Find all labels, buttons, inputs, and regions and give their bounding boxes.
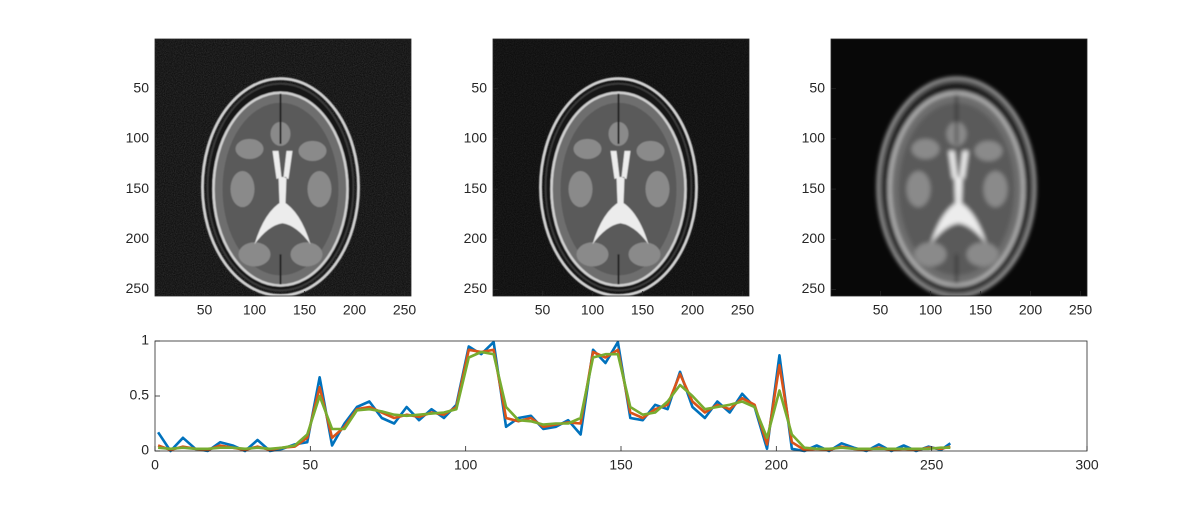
- y-tick-label: 200: [126, 230, 150, 246]
- y-tick-label: 200: [464, 230, 488, 246]
- x-tick-label: 150: [293, 302, 317, 318]
- x-tick-label: 250: [731, 302, 755, 318]
- mri-image: [493, 39, 749, 296]
- x-tick-label: 300: [1075, 457, 1099, 473]
- y-tick-label: 50: [471, 79, 487, 95]
- axes: 50 100 150 200 250 50 100 150 200 250: [802, 38, 1093, 318]
- mri-image: [831, 39, 1087, 296]
- y-tick-label: 150: [126, 180, 150, 196]
- axes: 50 100 150 200 250 50 100 150 200 250: [464, 38, 755, 318]
- y-tick-label: 100: [802, 130, 826, 146]
- mri-image: [155, 39, 411, 296]
- x-tick-label: 50: [535, 302, 551, 318]
- ventricle: [930, 150, 987, 245]
- ventricle: [592, 150, 649, 245]
- brain-part: [298, 140, 327, 161]
- brain-part: [645, 171, 670, 208]
- brain-part: [201, 77, 360, 296]
- brain-part: [230, 171, 255, 208]
- brain: [201, 77, 360, 296]
- x-tick-label: 200: [765, 457, 789, 473]
- axes: 0 50 100 150 200 250 300 0 0.5 1: [130, 332, 1099, 473]
- brain-part: [238, 242, 271, 267]
- brain-part: [539, 77, 698, 296]
- series-line: [157, 350, 951, 451]
- axes-box: [492, 38, 750, 297]
- y-tick-label: 150: [802, 180, 826, 196]
- ventricle: [254, 150, 311, 245]
- brain-part: [983, 171, 1008, 208]
- x-tick-label: 250: [920, 457, 944, 473]
- brain: [877, 77, 1036, 296]
- axes: 50 100 150 200 250 50 100 150 200 250: [126, 38, 417, 318]
- y-tick-label: 100: [464, 130, 488, 146]
- brain-part: [636, 140, 665, 161]
- x-tick-label: 0: [151, 457, 159, 473]
- x-tick-label: 50: [303, 457, 319, 473]
- brain-part: [576, 242, 609, 267]
- x-tick-label: 50: [873, 302, 889, 318]
- x-tick-label: 150: [969, 302, 993, 318]
- x-tick-label: 200: [1019, 302, 1043, 318]
- x-tick-label: 100: [919, 302, 943, 318]
- x-tick-label: 200: [343, 302, 367, 318]
- y-tick-label: 1: [141, 332, 149, 348]
- brain-part: [966, 242, 999, 267]
- brain-part: [307, 171, 332, 208]
- x-tick-label: 150: [631, 302, 655, 318]
- x-tick-label: 100: [454, 457, 478, 473]
- brain-part: [906, 171, 931, 208]
- brain-part: [628, 242, 661, 267]
- y-tick-label: 0.5: [130, 387, 150, 403]
- brain-part: [911, 138, 940, 159]
- y-tick-label: 0: [141, 442, 149, 458]
- x-tick-label: 200: [681, 302, 705, 318]
- axes-box: [830, 38, 1088, 297]
- x-tick-label: 50: [197, 302, 213, 318]
- y-tick-label: 50: [809, 79, 825, 95]
- brain-part: [235, 138, 264, 159]
- x-tick-label: 150: [609, 457, 633, 473]
- brain-part: [974, 140, 1003, 161]
- brain: [539, 77, 698, 296]
- y-tick-label: 100: [126, 130, 150, 146]
- brain-part: [290, 242, 323, 267]
- brain-part: [573, 138, 602, 159]
- brain-part: [877, 77, 1036, 296]
- y-tick-label: 200: [802, 230, 826, 246]
- x-tick-label: 250: [1069, 302, 1093, 318]
- x-tick-label: 100: [243, 302, 267, 318]
- x-tick-label: 100: [581, 302, 605, 318]
- y-tick-label: 250: [126, 280, 150, 296]
- y-tick-label: 250: [464, 280, 488, 296]
- y-tick-label: 250: [802, 280, 826, 296]
- axes-box: [154, 38, 412, 297]
- brain-part: [568, 171, 593, 208]
- brain-part: [914, 242, 947, 267]
- x-tick-label: 250: [393, 302, 417, 318]
- y-tick-label: 150: [464, 180, 488, 196]
- y-tick-label: 50: [133, 79, 149, 95]
